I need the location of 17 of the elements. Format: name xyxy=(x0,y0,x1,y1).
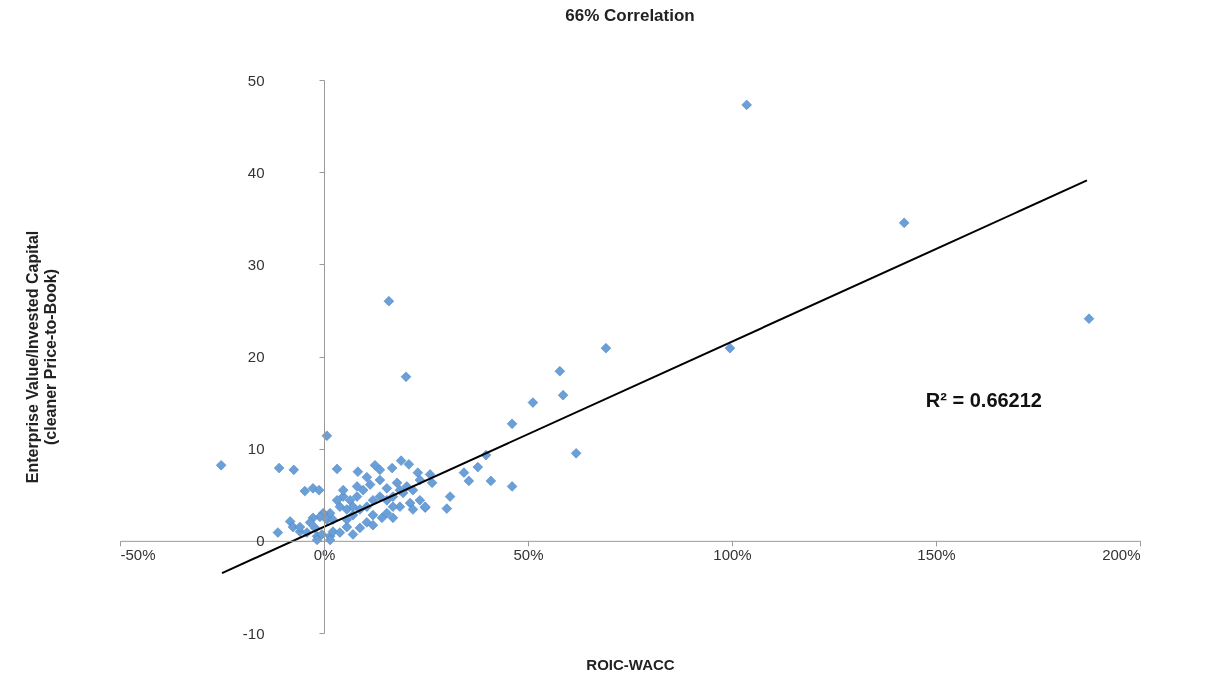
y-tick-label: -10 xyxy=(242,624,265,642)
y-tick-label: 0 xyxy=(256,532,265,550)
x-tick-label: 150% xyxy=(917,546,956,564)
chart-title: 66% Correlation xyxy=(565,6,695,25)
x-tick-label: 0% xyxy=(313,546,336,564)
x-tick-label: 50% xyxy=(513,546,544,564)
y-tick-label: 30 xyxy=(247,255,265,273)
y-tick-label: 50 xyxy=(247,71,265,89)
x-tick-label: 100% xyxy=(713,546,752,564)
y-tick-label: 10 xyxy=(247,440,265,458)
y-tick-label: 40 xyxy=(247,163,265,181)
x-axis-title: ROIC-WACC xyxy=(586,655,675,673)
y-axis-title: Enterprise Value/Invested Capital (cleaner Price-to-Book) xyxy=(23,230,59,484)
annotation: R² = 0.66212 xyxy=(925,388,1042,411)
y-tick-label: 20 xyxy=(247,348,265,365)
x-tick-label: -50% xyxy=(120,546,156,564)
x-tick-label: 200% xyxy=(1102,546,1141,564)
